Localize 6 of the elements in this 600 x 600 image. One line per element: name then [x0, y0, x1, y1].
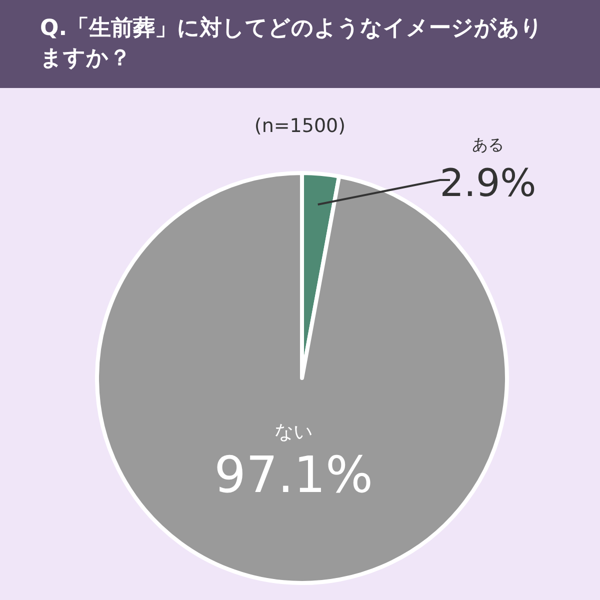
data-label: 2.9%	[440, 161, 536, 205]
data-label: 97.1%	[214, 446, 374, 504]
slice-label: ない	[274, 420, 313, 443]
chart-subtitle: (n=1500)	[254, 115, 346, 137]
slice-label: ある	[472, 135, 504, 154]
chart-title: Q.「生前葬」に対してどのようなイメージがありますか？	[0, 0, 600, 88]
